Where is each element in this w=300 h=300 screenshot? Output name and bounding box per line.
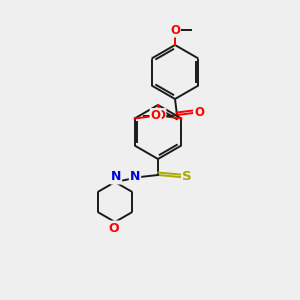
Text: S: S bbox=[182, 170, 192, 184]
Text: O: O bbox=[151, 112, 161, 124]
Text: O: O bbox=[109, 221, 119, 235]
Text: O: O bbox=[155, 109, 165, 122]
Text: O: O bbox=[151, 109, 160, 122]
Text: O: O bbox=[194, 106, 204, 118]
Text: O: O bbox=[170, 23, 180, 37]
Text: N: N bbox=[130, 170, 140, 184]
Text: N: N bbox=[111, 170, 121, 184]
